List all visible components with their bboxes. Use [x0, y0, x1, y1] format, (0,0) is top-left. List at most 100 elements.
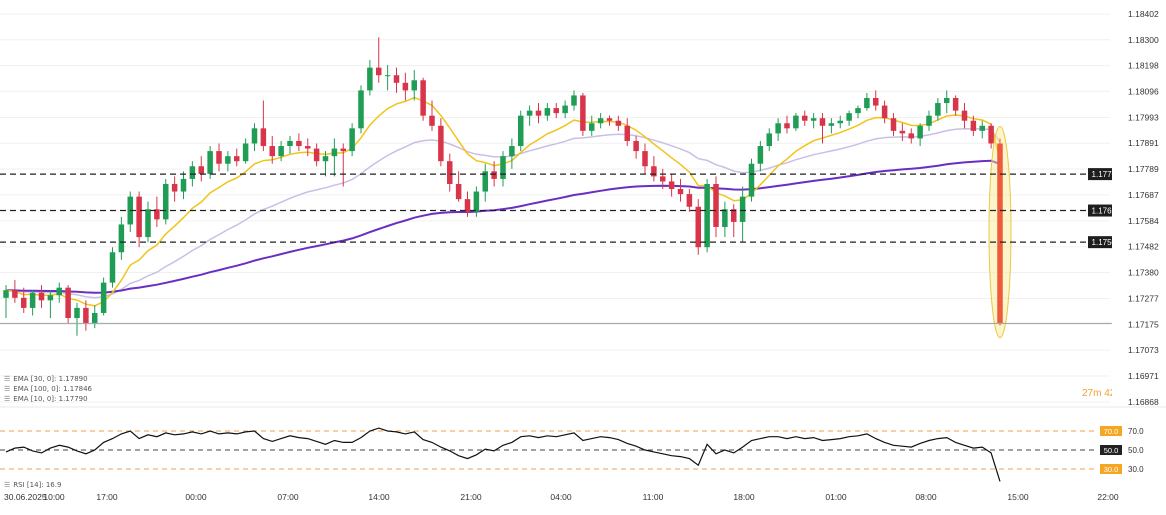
candle: [29, 292, 36, 308]
eye-icon[interactable]: ☰: [4, 395, 11, 403]
candle: [597, 118, 604, 124]
candle: [91, 312, 98, 324]
candle: [278, 146, 284, 157]
rsi-level-label: 30.0: [1104, 465, 1119, 474]
candle: [526, 110, 533, 116]
candle: [100, 282, 107, 313]
eye-icon[interactable]: ☰: [4, 385, 11, 393]
candle: [606, 118, 613, 121]
candle: [961, 110, 968, 121]
candle: [491, 171, 497, 179]
candle: [713, 183, 719, 227]
candle: [384, 75, 391, 77]
candle: [766, 133, 773, 147]
candle: [952, 97, 959, 111]
candle: [748, 163, 755, 197]
candle: [358, 90, 364, 129]
price-tick-label: 1.17175: [1128, 319, 1159, 329]
candle: [83, 307, 89, 324]
candle: [651, 166, 657, 177]
candle: [872, 97, 879, 106]
candle: [162, 183, 169, 220]
time-tick-label: 30.06.2025: [4, 492, 47, 502]
candle: [615, 120, 622, 126]
candle: [935, 103, 941, 116]
candle: [56, 287, 63, 296]
candle: [446, 161, 453, 184]
candle: [784, 123, 790, 129]
candle: [988, 125, 994, 144]
candle: [730, 209, 737, 222]
time-tick-label: 17:00: [96, 492, 118, 502]
candle: [180, 178, 187, 192]
price-tick-label: 1.18096: [1128, 86, 1159, 96]
candle: [438, 125, 444, 162]
legend-ema-30[interactable]: ☰ EMA [30, 0]: 1.17890: [4, 375, 88, 383]
candle: [588, 123, 595, 131]
candle: [864, 97, 870, 109]
candle: [482, 171, 489, 192]
candle: [136, 196, 142, 238]
candle: [890, 118, 897, 131]
time-tick-label: 00:00: [185, 492, 207, 502]
candle: [313, 148, 320, 162]
candle: [38, 292, 45, 301]
price-tick-label: 1.17073: [1128, 345, 1159, 355]
candle: [367, 67, 373, 91]
candle: [837, 120, 844, 124]
candle: [810, 118, 817, 121]
time-tick-label: 15:00: [1007, 492, 1029, 502]
candle: [686, 194, 693, 207]
candle: [571, 95, 577, 106]
candle: [464, 199, 471, 212]
candle: [908, 133, 915, 139]
candle: [420, 80, 426, 116]
rsi-level-label-bg: [1100, 426, 1122, 436]
price-axis-bg: [1112, 0, 1166, 406]
price-tick-label: 1.17482: [1128, 242, 1159, 252]
time-tick-label: 10:00: [43, 492, 65, 502]
candle: [846, 113, 852, 121]
candle: [562, 105, 568, 114]
level-label: 1.17625: [1092, 207, 1121, 216]
ema-line: [5, 159, 1001, 294]
candle: [233, 156, 240, 162]
candle: [393, 75, 400, 83]
price-tick-label: 1.17789: [1128, 164, 1159, 174]
candle: [287, 140, 293, 147]
candle: [943, 97, 950, 104]
candle: [899, 130, 906, 134]
level-label: 1.17769: [1092, 170, 1121, 179]
last-candle: [997, 143, 1003, 324]
price-tick-label: 1.17380: [1128, 267, 1159, 277]
candle: [375, 67, 382, 76]
candle: [154, 209, 160, 220]
legend-rsi[interactable]: ☰ RSI [14]: 16.9: [4, 481, 62, 489]
rsi-level-label-bg: [1100, 445, 1122, 455]
rsi-line: [5, 427, 1001, 482]
eye-icon[interactable]: ☰: [4, 481, 11, 489]
rsi-axis-label: 50.0: [1128, 446, 1144, 455]
price-tick-label: 1.17584: [1128, 216, 1159, 226]
candle: [722, 209, 728, 227]
candle: [198, 166, 205, 174]
candle: [349, 128, 355, 152]
price-tick-label: 1.16868: [1128, 397, 1159, 407]
candle: [509, 146, 515, 157]
legend-ema-100[interactable]: ☰ EMA [100, 0]: 1.17846: [4, 385, 93, 393]
price-tick-label: 1.17993: [1128, 112, 1159, 122]
rsi-level-label: 70.0: [1104, 427, 1119, 436]
candle: [828, 123, 835, 126]
price-tick-label: 1.16971: [1128, 371, 1159, 381]
candle: [633, 140, 639, 152]
eye-icon[interactable]: ☰: [4, 375, 11, 383]
rsi-axis-label: 70.0: [1128, 427, 1144, 436]
countdown: 27m 42s: [1082, 388, 1120, 399]
legend-ema-10[interactable]: ☰ EMA [10, 0]: 1.17790: [4, 395, 88, 403]
candle: [642, 151, 648, 167]
candle: [216, 151, 222, 164]
candle: [517, 115, 524, 147]
candle: [775, 123, 781, 134]
